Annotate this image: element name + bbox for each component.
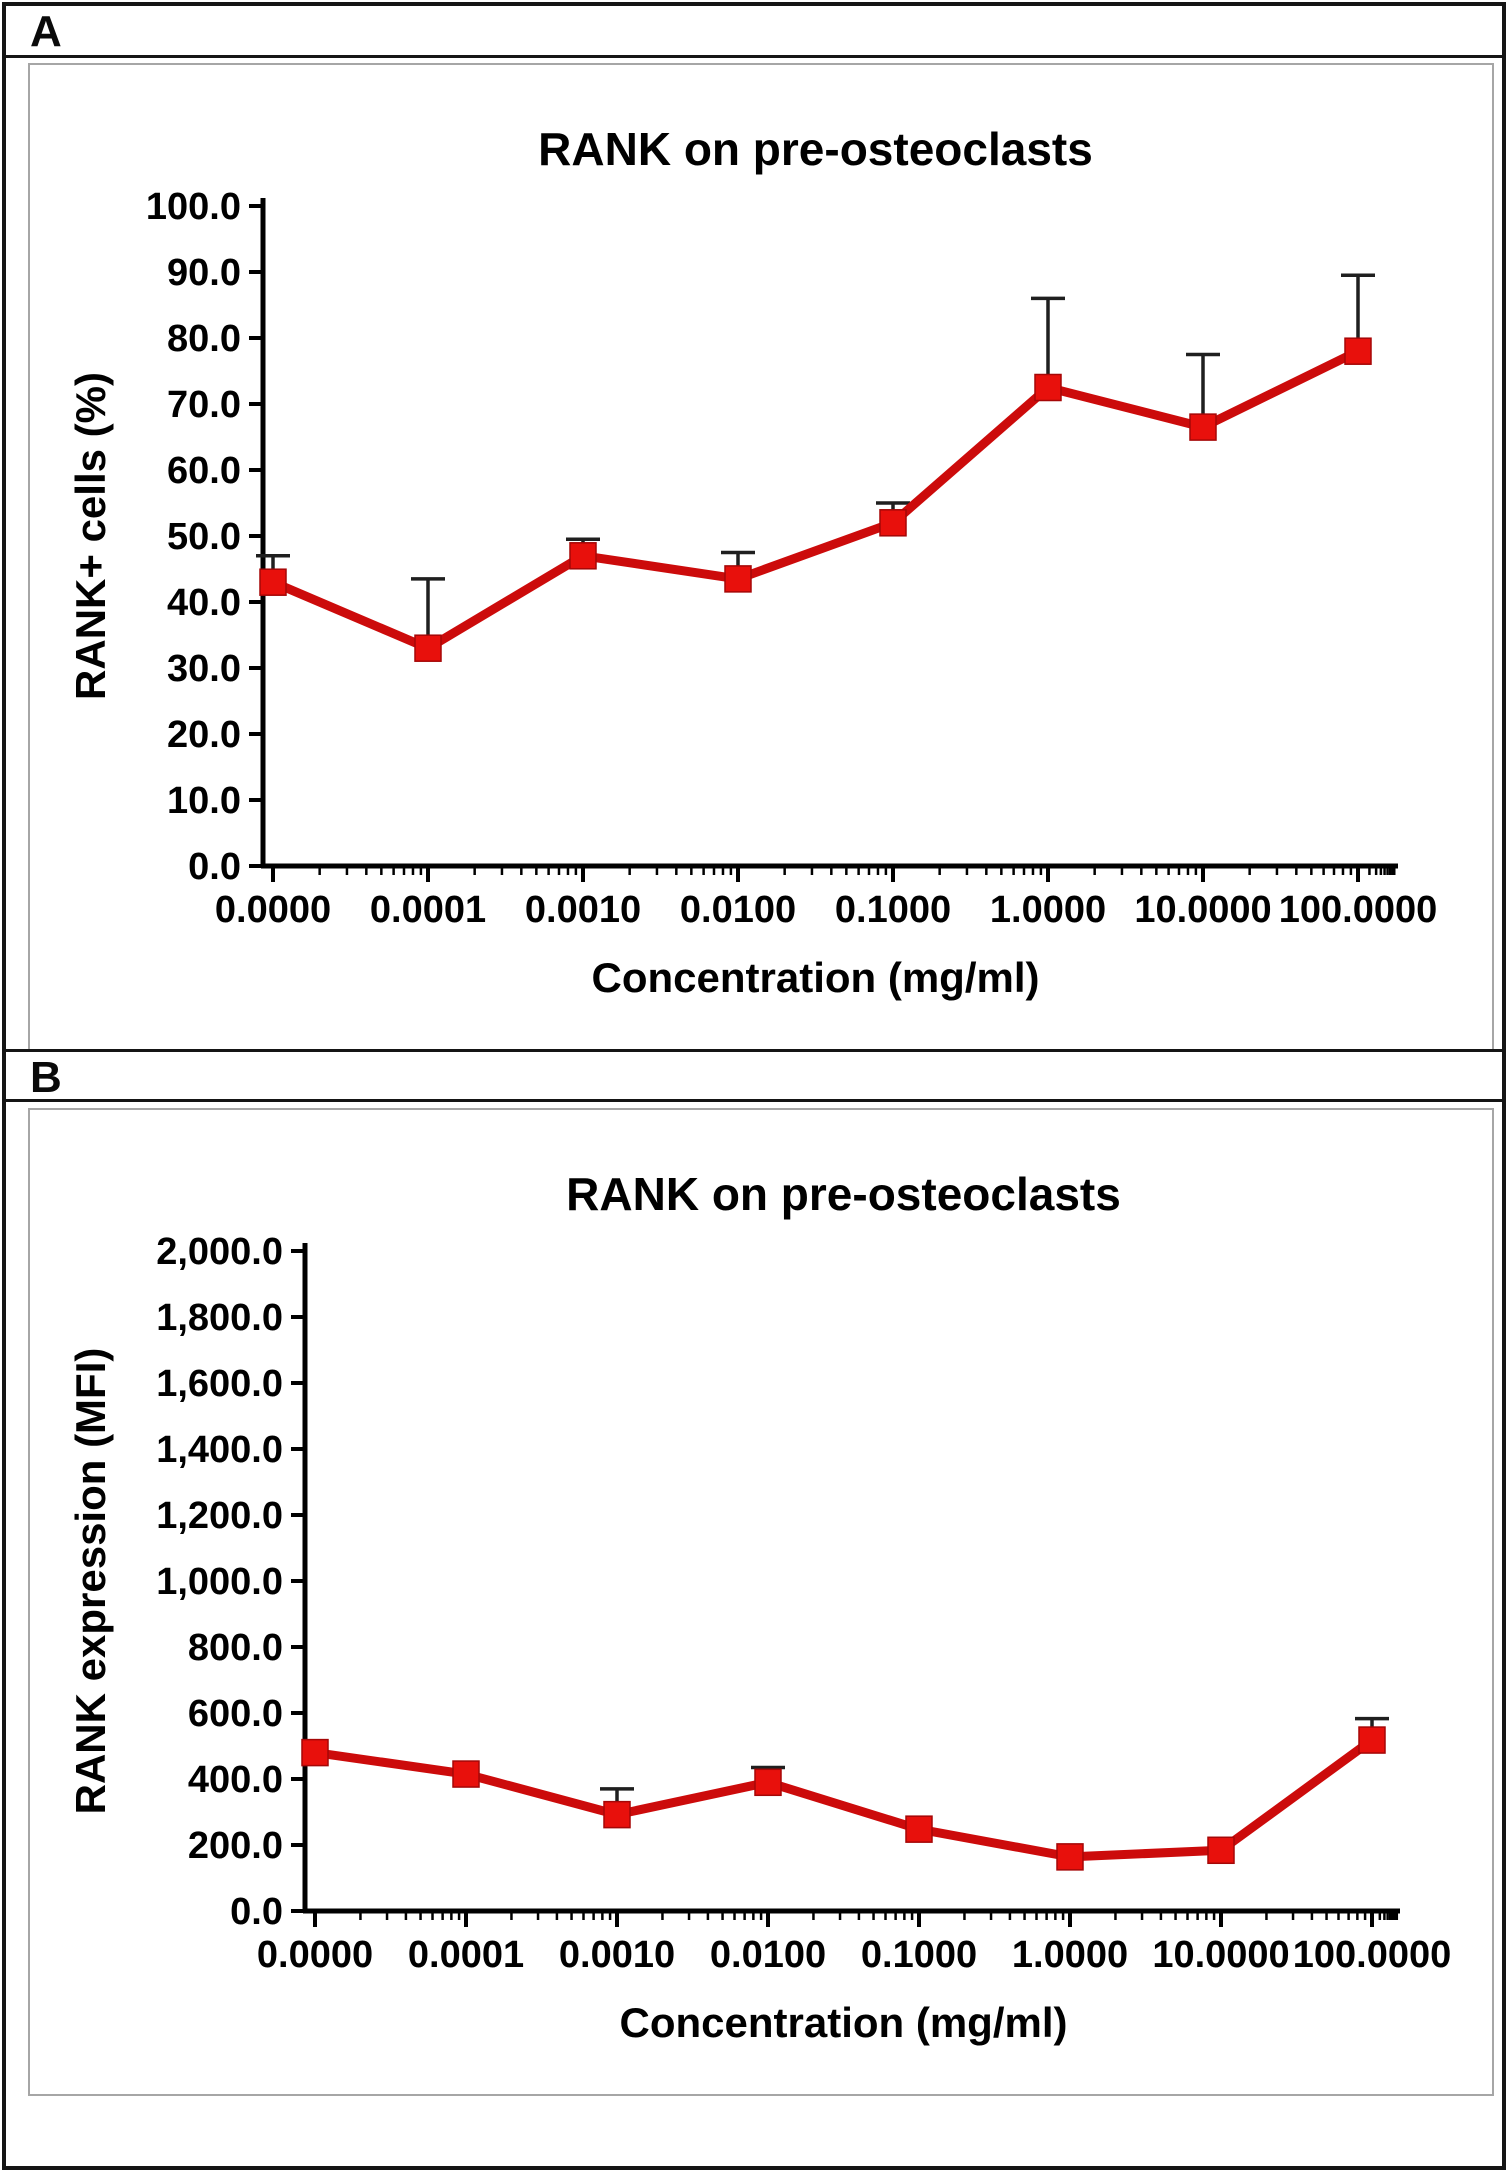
series-line — [310, 1735, 1377, 1862]
x-axis-title: Concentration (mg/ml) — [592, 954, 1040, 1001]
x-tick-label: 100.0000 — [1293, 1934, 1452, 1976]
y-tick-label: 1,600.0 — [156, 1363, 283, 1405]
panel-a-label: A — [30, 7, 62, 56]
chart-title: RANK on pre-osteoclasts — [566, 1168, 1121, 1220]
x-tick-label: 0.0100 — [710, 1934, 826, 1976]
data-point — [724, 565, 752, 593]
series-markers — [259, 337, 1372, 662]
x-tick-label: 0.0000 — [215, 889, 331, 931]
y-tick-label: 2,000.0 — [156, 1231, 283, 1273]
y-tick-label: 10.0 — [167, 780, 241, 822]
data-point — [1207, 1836, 1235, 1865]
y-axis-title: RANK expression (MFI) — [67, 1348, 114, 1815]
y-tick-label: 100.0 — [146, 186, 241, 228]
data-point — [301, 1738, 329, 1767]
data-point — [569, 542, 597, 570]
y-tick-label: 1,800.0 — [156, 1297, 283, 1339]
y-tick-label: 60.0 — [167, 450, 241, 492]
data-point — [1056, 1843, 1084, 1871]
x-tick-label: 0.1000 — [835, 889, 951, 931]
panel-b-header: B — [6, 1049, 1502, 1102]
data-point — [1344, 337, 1372, 365]
error-bars — [256, 273, 1375, 649]
panel-b-label: B — [30, 1053, 62, 1102]
axes: 0.0 10.0 20.0 30.0 40.0 50.0 60.0 70.0 80.0 90.0 1… — [146, 186, 1437, 931]
y-tick-label: 600.0 — [188, 1693, 283, 1735]
x-tick-label: 0.0100 — [680, 889, 796, 931]
y-tick-label: 70.0 — [167, 384, 241, 426]
x-tick-label: 100.0000 — [1279, 889, 1438, 931]
data-point — [1189, 413, 1217, 441]
x-tick-label: 10.0000 — [1134, 889, 1271, 931]
panel-b-chart: RANK on pre-osteoclasts 0.0 200.0 400.0 600.… — [67, 1168, 1451, 2046]
y-tick-label: 200.0 — [188, 1825, 283, 1867]
x-tick-label: 0.1000 — [861, 1934, 977, 1976]
data-point — [452, 1760, 480, 1788]
x-tick-label: 0.0001 — [408, 1934, 524, 1976]
y-tick-label: 20.0 — [167, 714, 241, 756]
y-tick-label: 0.0 — [188, 846, 241, 888]
x-tick-label: 10.0000 — [1152, 1934, 1289, 1976]
data-point — [905, 1815, 933, 1843]
y-tick-label: 30.0 — [167, 648, 241, 690]
y-axis-title: RANK+ cells (%) — [67, 372, 114, 700]
y-tick-label: 1,400.0 — [156, 1429, 283, 1471]
data-point — [603, 1800, 631, 1829]
series-markers — [301, 1726, 1386, 1871]
x-tick-label: 0.0001 — [370, 889, 486, 931]
y-tick-label: 80.0 — [167, 318, 241, 360]
data-point — [1358, 1726, 1386, 1754]
y-tick-label: 800.0 — [188, 1627, 283, 1669]
panel-a-header: A — [6, 6, 1502, 58]
y-tick-label: 1,200.0 — [156, 1495, 283, 1537]
data-point — [879, 509, 907, 537]
y-tick-label: 400.0 — [188, 1759, 283, 1801]
axes: 0.0 200.0 400.0 600.0 800.0 1,000.0 1,200.0 1,4… — [156, 1231, 1451, 1976]
error-bars — [600, 1716, 1389, 1815]
y-tick-label: 0.0 — [230, 1891, 283, 1933]
panel-b-chart-box: RANK on pre-osteoclasts 0.0 200.0 400.0 600.… — [28, 1108, 1494, 2096]
y-tick-label: 50.0 — [167, 516, 241, 558]
x-tick-label: 0.0000 — [257, 1934, 373, 1976]
data-point — [1034, 373, 1062, 402]
x-tick-label: 0.0010 — [525, 889, 641, 931]
panel-a-chart-box: RANK on pre-osteoclasts 0.0 10.0 20.0 30.0 40… — [28, 63, 1494, 1051]
data-point — [259, 568, 287, 596]
y-tick-label: 40.0 — [167, 582, 241, 624]
x-tick-label: 1.0000 — [1012, 1934, 1128, 1976]
x-axis-title: Concentration (mg/ml) — [620, 1999, 1068, 2046]
panel-a-chart: RANK on pre-osteoclasts 0.0 10.0 20.0 30.0 40… — [67, 123, 1437, 1001]
series-line — [268, 346, 1363, 653]
y-tick-label: 1,000.0 — [156, 1561, 283, 1603]
x-tick-label: 1.0000 — [990, 889, 1106, 931]
x-tick-label: 0.0010 — [559, 1934, 675, 1976]
chart-title: RANK on pre-osteoclasts — [538, 123, 1093, 175]
data-point — [414, 634, 442, 662]
data-point — [754, 1768, 782, 1797]
y-tick-label: 90.0 — [167, 252, 241, 294]
